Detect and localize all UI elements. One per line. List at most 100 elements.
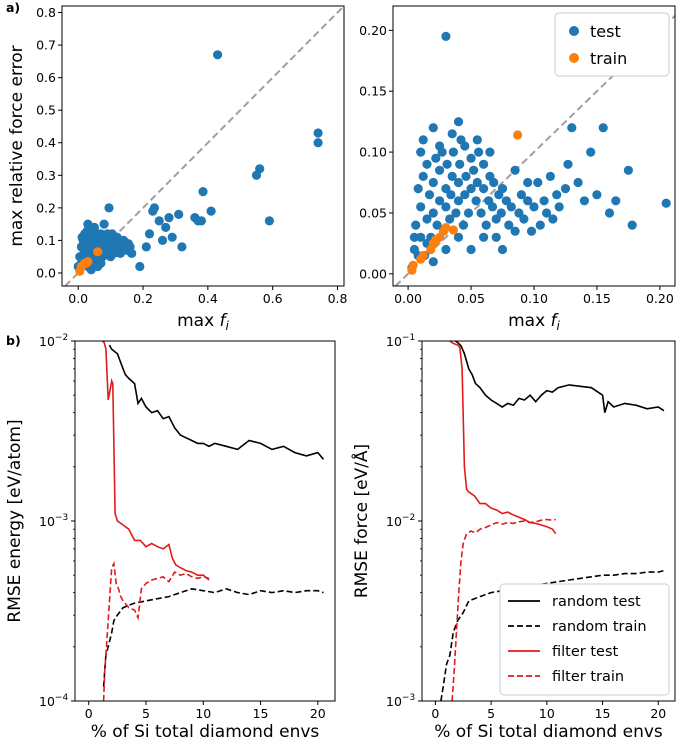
test-point xyxy=(506,202,516,212)
test-point xyxy=(416,232,426,242)
test-point xyxy=(471,196,481,206)
y-tick-exponent: −3 xyxy=(402,693,415,703)
legend-box xyxy=(554,12,670,77)
test-point xyxy=(533,177,543,188)
test-point xyxy=(461,171,471,181)
test-point xyxy=(177,242,187,252)
y-tick-label: 0.00 xyxy=(359,266,387,281)
test-point xyxy=(466,184,476,194)
test-point xyxy=(469,165,479,175)
test-point xyxy=(447,171,457,181)
test-point xyxy=(479,159,489,169)
legend: test train xyxy=(554,12,670,77)
test-point xyxy=(411,220,421,230)
test-point xyxy=(573,177,583,188)
train-point xyxy=(448,225,458,235)
test-point xyxy=(476,208,486,218)
x-label-word: max xyxy=(177,311,219,331)
filter-train-line xyxy=(102,560,210,701)
train-point xyxy=(418,251,428,261)
y-tick-label: 10−4 xyxy=(39,693,68,709)
x-tick-label: 20 xyxy=(310,706,326,721)
panel-a-tag: a) xyxy=(6,0,20,15)
y-tick-label: 0.7 xyxy=(36,38,56,53)
test-point xyxy=(413,184,423,194)
filter-train-line xyxy=(451,518,556,701)
x-tick-label: 0.20 xyxy=(646,291,674,306)
test-point xyxy=(627,220,637,230)
test-point xyxy=(435,196,445,206)
x-tick-label: 0.8 xyxy=(328,291,348,306)
test-point xyxy=(167,232,177,242)
test-point xyxy=(416,202,426,212)
test-point xyxy=(451,208,461,218)
test-point xyxy=(497,244,508,255)
y-tick-label: 0.4 xyxy=(36,135,56,150)
test-point xyxy=(149,203,159,213)
legend-marker-test xyxy=(569,26,579,36)
test-point xyxy=(453,196,464,206)
test-point xyxy=(491,232,501,242)
x-tick-label: 10 xyxy=(539,706,555,721)
test-point xyxy=(548,214,558,224)
y-tick-exponent: −2 xyxy=(402,513,415,523)
x-tick-label: 0 xyxy=(85,706,93,721)
random-test-line xyxy=(108,344,325,460)
test-point xyxy=(485,147,495,157)
y-tick-exponent: −2 xyxy=(55,333,68,343)
test-point xyxy=(86,265,96,275)
legend-box xyxy=(499,583,670,696)
random-train-line xyxy=(102,587,324,687)
x-tick-label: 20 xyxy=(650,706,666,721)
test-point xyxy=(144,229,155,239)
x-axis-label: % of Si total diamond envs xyxy=(434,722,663,742)
y-tick-label: 0.6 xyxy=(36,70,56,85)
test-point xyxy=(441,184,451,194)
test-point xyxy=(164,213,174,223)
test-point xyxy=(552,190,562,200)
test-point xyxy=(161,222,171,232)
test-point xyxy=(463,208,474,218)
panel-b-tag: b) xyxy=(6,333,21,348)
test-point xyxy=(431,153,441,163)
test-point xyxy=(496,208,506,218)
y-tick-label: 0.2 xyxy=(36,200,56,215)
test-point xyxy=(418,135,428,145)
test-point xyxy=(428,177,438,188)
test-point xyxy=(466,244,476,255)
filter-test-line xyxy=(101,341,210,581)
test-point xyxy=(99,219,109,229)
test-point xyxy=(563,159,573,169)
test-point xyxy=(458,220,469,230)
test-point xyxy=(313,128,323,138)
test-point xyxy=(255,164,265,174)
test-point xyxy=(196,216,206,226)
train-point xyxy=(408,260,418,270)
x-tick-label: 15 xyxy=(253,706,269,721)
test-point xyxy=(453,232,464,242)
test-point xyxy=(479,232,489,242)
x-tick-label: 10 xyxy=(195,706,211,721)
x-axis-label: max fi xyxy=(177,311,229,333)
y-tick-label: 10−2 xyxy=(386,513,415,529)
x-tick-label: 0.2 xyxy=(133,291,153,306)
test-point xyxy=(154,216,164,226)
test-point xyxy=(441,244,451,255)
legend-label-random-train: random train xyxy=(552,619,647,635)
axes-frame xyxy=(61,5,345,287)
y-tick-exponent: −4 xyxy=(55,693,69,703)
test-point xyxy=(432,220,442,230)
legend-marker-train xyxy=(569,53,579,63)
test-point xyxy=(135,261,145,272)
test-point xyxy=(313,138,323,148)
test-point xyxy=(510,165,520,175)
y-tick-label: 0.10 xyxy=(359,145,387,160)
x-tick-label: 0.05 xyxy=(457,291,485,306)
test-point xyxy=(428,208,438,218)
legend-label-train: train xyxy=(590,49,627,68)
x-tick-label: 0 xyxy=(431,706,439,721)
test-point xyxy=(157,235,168,245)
plot-area xyxy=(64,6,344,286)
test-point xyxy=(418,171,428,181)
test-point xyxy=(598,123,608,133)
